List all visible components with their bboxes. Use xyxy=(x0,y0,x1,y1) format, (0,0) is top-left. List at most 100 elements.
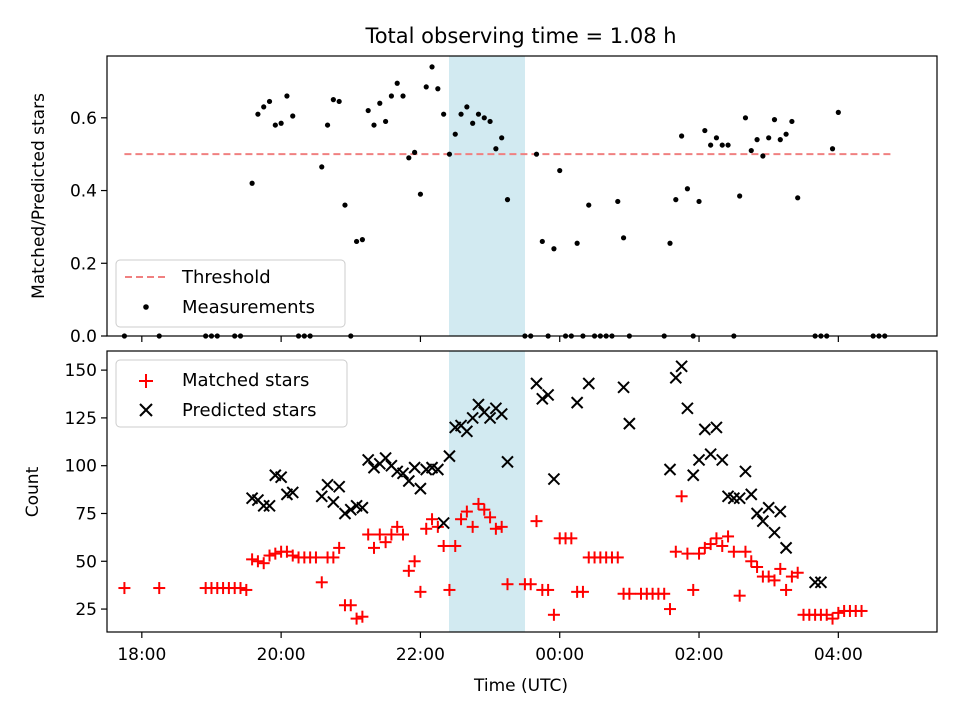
matched-star-point xyxy=(739,545,752,558)
predicted-star-point xyxy=(495,407,508,421)
measurement-point xyxy=(667,240,673,246)
top-highlight-span xyxy=(449,56,525,336)
matched-star-point xyxy=(437,539,450,552)
top-y-axis-ticks: 0.0 0.2 0.4 0.6 xyxy=(70,109,107,347)
predicted-star-point xyxy=(692,453,706,467)
predicted-star-point xyxy=(332,480,346,493)
matched-star-point xyxy=(751,561,764,574)
measurement-point xyxy=(754,137,760,143)
predicted-star-point xyxy=(361,453,375,467)
predicted-star-point xyxy=(257,499,270,513)
matched-star-point xyxy=(257,557,270,570)
measurement-point xyxy=(696,198,702,205)
predicted-star-point xyxy=(756,514,770,528)
predicted-star-point xyxy=(263,499,276,513)
measurement-point xyxy=(551,246,557,252)
matched-star-point xyxy=(727,545,740,558)
measurement-point xyxy=(417,191,424,197)
measurement-point xyxy=(725,142,731,148)
y-tick-label: 50 xyxy=(75,552,97,572)
measurement-point xyxy=(789,118,795,125)
measurement-point xyxy=(748,147,754,154)
y-tick-label: 150 xyxy=(65,361,97,381)
measurement-point xyxy=(684,186,691,192)
measurement-point xyxy=(487,118,493,125)
matched-star-point xyxy=(414,585,427,598)
predicted-star-point xyxy=(414,482,427,495)
top-legend-box xyxy=(115,259,346,328)
predicted-star-point xyxy=(338,507,352,520)
measurement-point xyxy=(615,198,621,205)
measurement-point xyxy=(371,122,377,128)
matched-star-point xyxy=(426,513,439,526)
matched-star-point xyxy=(455,513,468,526)
predicted-star-point xyxy=(687,469,700,482)
legend-threshold-label: Threshold xyxy=(181,267,271,288)
measurement-points xyxy=(121,64,888,339)
predicted-star-point xyxy=(379,451,392,465)
measurement-point xyxy=(475,111,482,117)
y-tick-label: 0.0 xyxy=(70,327,97,347)
predicted-star-point xyxy=(367,461,381,474)
matched-star-point xyxy=(675,490,688,503)
matched-star-point xyxy=(153,582,166,595)
measurement-point xyxy=(493,146,499,152)
predicted-star-point xyxy=(536,392,549,405)
predicted-star-point xyxy=(472,398,485,411)
bottom-legend-box xyxy=(115,359,348,428)
matched-star-point xyxy=(367,541,380,554)
measurement-point xyxy=(359,237,365,243)
predicted-star-point xyxy=(321,478,334,492)
predicted-star-point xyxy=(443,449,456,463)
matched-star-point xyxy=(733,589,746,602)
matched-star-point xyxy=(431,520,444,533)
predicted-star-point xyxy=(768,526,781,539)
matched-star-point xyxy=(356,610,369,623)
matched-star-point xyxy=(234,582,247,595)
bottom-y-axis-ticks: 25 50 75 100 125 150 xyxy=(65,361,107,620)
measurement-point xyxy=(829,146,836,152)
matched-star-point xyxy=(681,547,694,560)
measurement-point xyxy=(586,202,592,208)
measurement-point xyxy=(324,122,331,128)
matched-star-point xyxy=(716,539,729,552)
predicted-star-point xyxy=(460,425,474,438)
predicted-star-point xyxy=(570,396,584,409)
matched-star-point xyxy=(623,587,636,600)
x-tick-label: 18:00 xyxy=(117,645,166,665)
predicted-star-point xyxy=(745,488,758,501)
measurement-point xyxy=(365,107,371,114)
predicted-star-point xyxy=(501,455,514,469)
matched-star-point xyxy=(542,583,555,596)
measurement-point xyxy=(771,117,778,123)
measurement-point xyxy=(539,238,545,245)
measurement-point xyxy=(336,98,342,105)
measurement-point xyxy=(708,142,714,148)
matched-star-point xyxy=(472,497,485,510)
measurement-point xyxy=(452,131,458,137)
measurement-point xyxy=(470,120,476,126)
matched-star-point xyxy=(547,608,560,621)
matched-star-point xyxy=(373,528,386,541)
measurement-point xyxy=(429,64,435,70)
legend-measurements-label: Measurements xyxy=(182,297,315,318)
predicted-star-point xyxy=(675,360,688,373)
measurement-point xyxy=(435,86,441,92)
matched-star-point xyxy=(402,564,415,577)
measurement-point xyxy=(266,98,273,105)
measurement-point xyxy=(377,100,383,106)
matched-star-point xyxy=(832,606,845,619)
predicted-star-point xyxy=(530,377,543,390)
measurement-point xyxy=(319,164,325,170)
y-tick-label: 75 xyxy=(75,504,97,524)
matched-star-point xyxy=(460,505,473,518)
measurement-point xyxy=(481,115,487,121)
matched-star-point xyxy=(251,555,264,568)
matched-star-point xyxy=(768,574,781,587)
predicted-star-point xyxy=(814,576,828,589)
measurement-point xyxy=(719,142,725,148)
predicted-star-point xyxy=(739,465,752,478)
predicted-star-point xyxy=(704,448,717,461)
measurement-point xyxy=(679,133,685,139)
